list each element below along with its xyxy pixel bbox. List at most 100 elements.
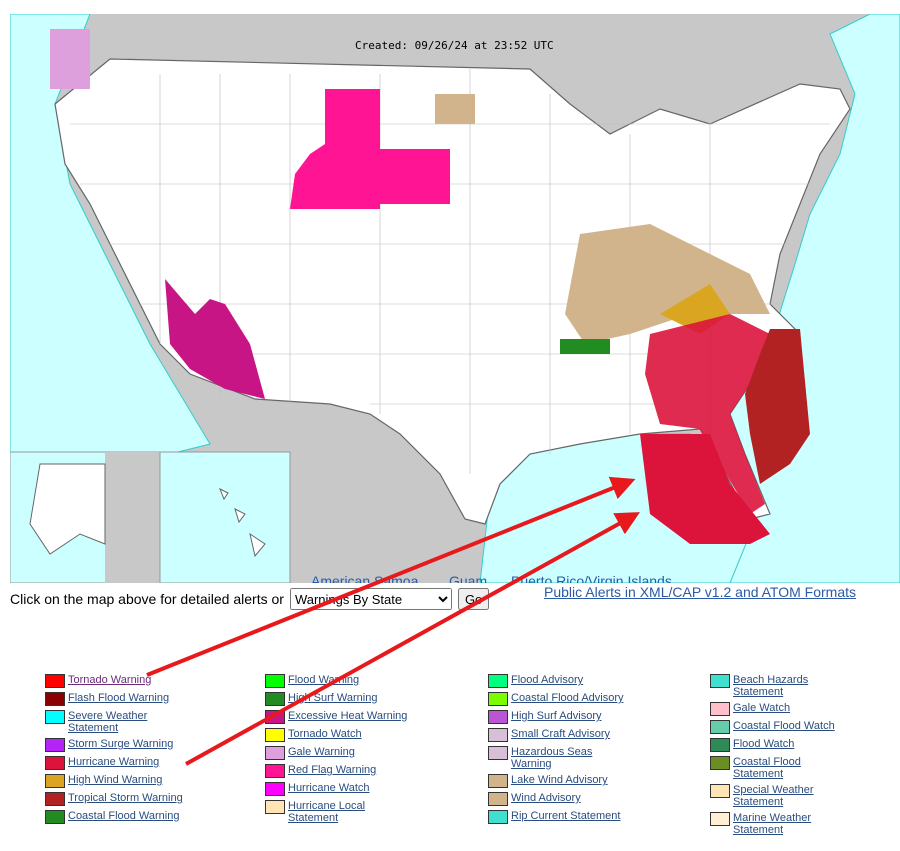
legend-item[interactable]: Hurricane Warning bbox=[45, 756, 260, 770]
legend-item[interactable]: Red Flag Warning bbox=[265, 764, 480, 778]
legend-swatch bbox=[265, 728, 285, 742]
alerts-map[interactable]: Created: 09/26/24 at 23:52 UTC American … bbox=[10, 14, 900, 583]
legend-item[interactable]: Tornado Warning bbox=[45, 674, 260, 688]
legend-item[interactable]: High Surf Advisory bbox=[488, 710, 703, 724]
legend-link[interactable]: Coastal Flood Statement bbox=[733, 756, 801, 780]
legend-item[interactable]: Beach Hazards Statement bbox=[710, 674, 900, 698]
legend-item[interactable]: Hazardous Seas Warning bbox=[488, 746, 703, 770]
legend-link[interactable]: Tornado Watch bbox=[288, 728, 362, 740]
legend-column: Tornado Warning Flash Flood Warning Severe… bbox=[45, 674, 260, 828]
legend-link[interactable]: Flash Flood Warning bbox=[68, 692, 170, 704]
legend-item[interactable]: Special Weather Statement bbox=[710, 784, 900, 808]
legend-link[interactable]: Coastal Flood Advisory bbox=[511, 692, 624, 704]
link-puerto-rico[interactable]: Puerto Rico/Virgin Islands bbox=[511, 573, 672, 583]
legend-item[interactable]: Hurricane Watch bbox=[265, 782, 480, 796]
legend-swatch bbox=[710, 738, 730, 752]
legend-item[interactable]: Flood Advisory bbox=[488, 674, 703, 688]
legend-item[interactable]: Tropical Storm Warning bbox=[45, 792, 260, 806]
legend-item[interactable]: Coastal Flood Watch bbox=[710, 720, 900, 734]
legend-swatch bbox=[45, 792, 65, 806]
legend-item[interactable]: Flood Warning bbox=[265, 674, 480, 688]
legend-item[interactable]: Wind Advisory bbox=[488, 792, 703, 806]
wind-advisory-nd bbox=[435, 94, 475, 124]
legend-item[interactable]: Gale Warning bbox=[265, 746, 480, 760]
hawaii-inset[interactable] bbox=[159, 451, 291, 583]
link-american-samoa[interactable]: American Samoa bbox=[311, 573, 419, 583]
legend-swatch bbox=[710, 756, 730, 770]
legend-swatch bbox=[265, 746, 285, 760]
legend-item[interactable]: Coastal Flood Warning bbox=[45, 810, 260, 824]
legend-item[interactable]: Lake Wind Advisory bbox=[488, 774, 703, 788]
legend-item[interactable]: Marine Weather Statement bbox=[710, 812, 900, 836]
hurricane-warning-gulf bbox=[640, 434, 770, 544]
legend-link[interactable]: Flood Warning bbox=[288, 674, 360, 686]
legend-link[interactable]: Wind Advisory bbox=[511, 792, 581, 804]
legend-link[interactable]: Storm Surge Warning bbox=[68, 738, 174, 750]
legend-item[interactable]: Flash Flood Warning bbox=[45, 692, 260, 706]
legend-item[interactable]: Hurricane Local Statement bbox=[265, 800, 480, 824]
legend-item[interactable]: Coastal Flood Statement bbox=[710, 756, 900, 780]
legend-swatch bbox=[265, 764, 285, 778]
legend-item[interactable]: Small Craft Advisory bbox=[488, 728, 703, 742]
legend-column: Beach Hazards Statement Gale Watch Coastal… bbox=[710, 674, 900, 840]
legend-item[interactable]: High Surf Warning bbox=[265, 692, 480, 706]
legend-swatch bbox=[710, 720, 730, 734]
legend-item[interactable]: High Wind Warning bbox=[45, 774, 260, 788]
link-guam[interactable]: Guam bbox=[449, 573, 488, 583]
go-button[interactable]: Go bbox=[457, 588, 490, 610]
legend-link[interactable]: Beach Hazards Statement bbox=[733, 674, 809, 698]
legend-item[interactable]: Rip Current Statement bbox=[488, 810, 703, 824]
created-timestamp: Created: 09/26/24 at 23:52 UTC bbox=[355, 39, 554, 52]
legend-swatch bbox=[45, 756, 65, 770]
legend-item[interactable]: Gale Watch bbox=[710, 702, 900, 716]
legend-column: Flood Advisory Coastal Flood Advisory High… bbox=[488, 674, 703, 828]
legend-link[interactable]: Special Weather Statement bbox=[733, 784, 814, 808]
legend-link[interactable]: Severe Weather Statement bbox=[68, 710, 148, 734]
legend-item[interactable]: Coastal Flood Advisory bbox=[488, 692, 703, 706]
hurricane-warning-land bbox=[645, 314, 770, 514]
legend-item[interactable]: Tornado Watch bbox=[265, 728, 480, 742]
legend-swatch bbox=[488, 792, 508, 806]
legend-link[interactable]: Marine Weather Statement bbox=[733, 812, 812, 836]
legend-link[interactable]: Hurricane Local Statement bbox=[288, 800, 366, 824]
legend-link[interactable]: Flood Watch bbox=[733, 738, 795, 750]
legend-link[interactable]: Rip Current Statement bbox=[511, 810, 621, 822]
legend-swatch bbox=[710, 674, 730, 688]
legend-item[interactable]: Excessive Heat Warning bbox=[265, 710, 480, 724]
coastal-flood-tn bbox=[560, 339, 610, 354]
legend-link[interactable]: Small Craft Advisory bbox=[511, 728, 611, 740]
legend-swatch bbox=[45, 738, 65, 752]
legend-link[interactable]: Tropical Storm Warning bbox=[68, 792, 183, 804]
legend-swatch bbox=[488, 692, 508, 706]
legend-link[interactable]: High Wind Warning bbox=[68, 774, 163, 786]
legend-link[interactable]: Hazardous Seas Warning bbox=[511, 746, 593, 770]
alaska-inset[interactable] bbox=[10, 451, 161, 583]
legend-link[interactable]: High Surf Advisory bbox=[511, 710, 602, 722]
legend-item[interactable]: Flood Watch bbox=[710, 738, 900, 752]
legend-swatch bbox=[45, 674, 65, 688]
legend-item[interactable]: Severe Weather Statement bbox=[45, 710, 260, 734]
legend-swatch bbox=[710, 702, 730, 716]
legend-link[interactable]: Gale Warning bbox=[288, 746, 355, 758]
excessive-heat-area bbox=[165, 279, 265, 399]
legend-link[interactable]: Red Flag Warning bbox=[288, 764, 377, 776]
legend-swatch bbox=[45, 810, 65, 824]
legend-swatch bbox=[265, 674, 285, 688]
legend-link[interactable]: Hurricane Watch bbox=[288, 782, 370, 794]
legend-swatch bbox=[265, 692, 285, 706]
legend-link[interactable]: Tornado Warning bbox=[68, 674, 152, 686]
legend-link[interactable]: Excessive Heat Warning bbox=[288, 710, 408, 722]
legend-link[interactable]: Hurricane Warning bbox=[68, 756, 160, 768]
legend-link[interactable]: Coastal Flood Warning bbox=[68, 810, 180, 822]
legend-swatch bbox=[488, 746, 508, 760]
legend-link[interactable]: Gale Watch bbox=[733, 702, 791, 714]
warnings-select[interactable]: Warnings By State bbox=[289, 588, 452, 610]
xml-cap-link[interactable]: Public Alerts in XML/CAP v1.2 and ATOM F… bbox=[544, 584, 857, 600]
legend-link[interactable]: Flood Advisory bbox=[511, 674, 584, 686]
legend-item[interactable]: Storm Surge Warning bbox=[45, 738, 260, 752]
map-prompt: Click on the map above for detailed aler… bbox=[10, 591, 284, 607]
legend-swatch bbox=[45, 692, 65, 706]
legend-link[interactable]: Lake Wind Advisory bbox=[511, 774, 608, 786]
legend-link[interactable]: Coastal Flood Watch bbox=[733, 720, 835, 732]
legend-link[interactable]: High Surf Warning bbox=[288, 692, 378, 704]
